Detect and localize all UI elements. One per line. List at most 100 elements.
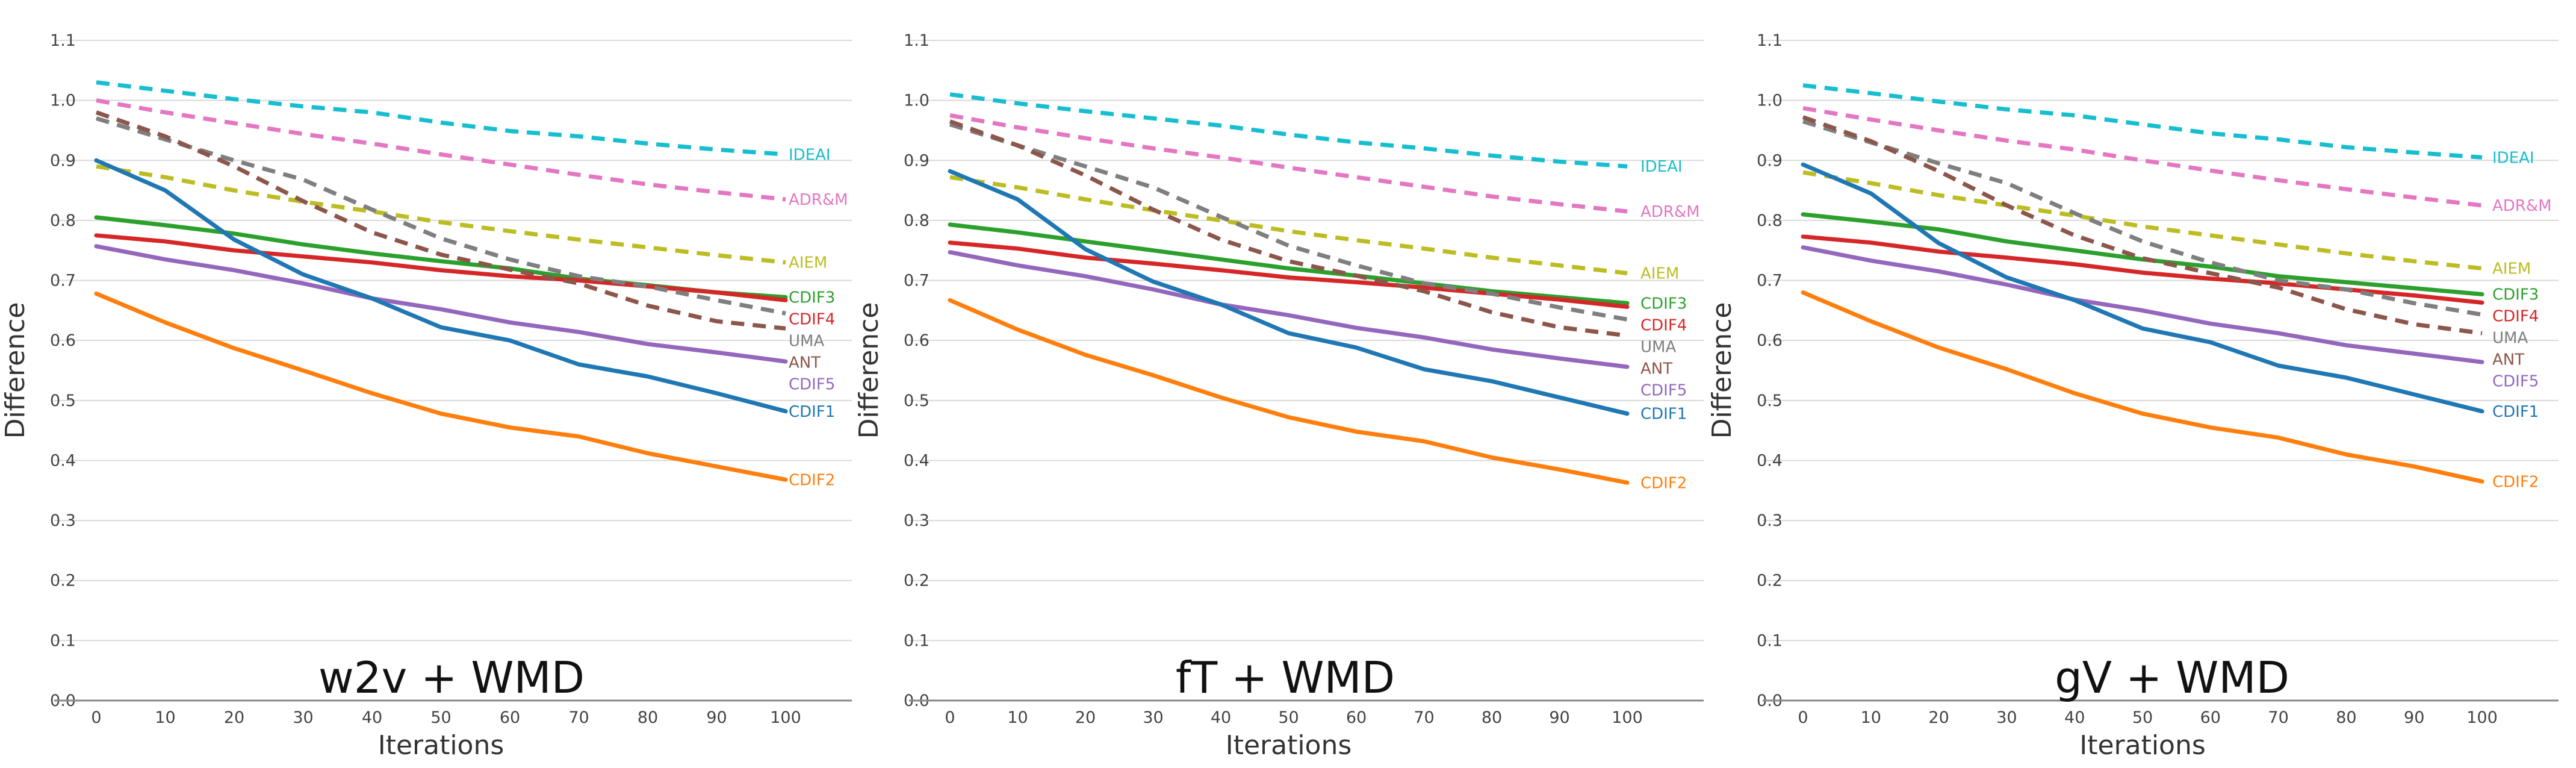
series-line-uma <box>1802 119 2483 317</box>
y-axis-label: Difference <box>1707 302 1737 439</box>
series-label: ADR&M <box>789 191 848 209</box>
x-axis-label: Iterations <box>2079 730 2206 761</box>
y-tick-label: 1.0 <box>50 92 76 110</box>
chart-title: w2v + WMD <box>318 652 585 703</box>
x-tick-label: 100 <box>770 708 801 727</box>
x-tick-label: 20 <box>1075 708 1096 727</box>
series-line-adr-m <box>96 98 786 202</box>
y-tick-label: 0.8 <box>50 211 76 230</box>
series-line-cdif2 <box>948 298 1630 485</box>
x-tick-label: 10 <box>1007 708 1028 727</box>
series-label: CDIF1 <box>2492 403 2539 421</box>
series-label: AIEM <box>789 254 827 272</box>
series-label: ANT <box>789 354 821 372</box>
y-tick-label: 0.2 <box>904 572 930 590</box>
series-label: CDIF1 <box>789 403 835 421</box>
series-label: UMA <box>789 332 824 350</box>
series-label: ANT <box>2492 351 2524 369</box>
y-tick-label: 0.8 <box>1757 211 1783 230</box>
series-line-uma <box>95 116 786 316</box>
series-line-ideai <box>949 92 1628 169</box>
series-label: CDIF4 <box>789 310 835 328</box>
series-label: CDIF5 <box>789 375 835 393</box>
y-tick-label: 0.5 <box>1757 392 1783 410</box>
y-tick-label: 0.8 <box>904 211 930 230</box>
series-line-aiem <box>1802 170 2483 271</box>
y-tick-label: 1.1 <box>1757 31 1783 50</box>
series-line-cdif3 <box>94 215 788 299</box>
series-line-cdif1 <box>948 169 1630 416</box>
series-label: IDEAI <box>789 146 831 164</box>
x-tick-label: 0 <box>1798 708 1808 727</box>
y-tick-label: 0.1 <box>904 631 930 650</box>
series-line-cdif5 <box>948 250 1630 369</box>
x-tick-label: 90 <box>1549 708 1569 727</box>
x-tick-label: 80 <box>2336 708 2356 727</box>
series-line-cdif3 <box>948 222 1630 305</box>
y-tick-label: 0.9 <box>50 151 76 170</box>
x-tick-label: 80 <box>638 708 658 727</box>
y-tick-label: 0.9 <box>1757 151 1783 170</box>
x-tick-label: 40 <box>1211 708 1231 727</box>
series-line-cdif4 <box>1801 234 2484 305</box>
y-tick-label: 0.7 <box>1757 272 1783 290</box>
series-label: CDIF1 <box>1640 405 1687 423</box>
y-tick-label: 1.1 <box>904 31 930 50</box>
series-label: CDIF5 <box>2492 372 2539 390</box>
x-tick-label: 0 <box>91 708 101 727</box>
series-line-adr-m <box>1802 106 2483 208</box>
x-tick-label: 70 <box>568 708 589 727</box>
series-label: CDIF3 <box>1640 295 1687 313</box>
x-tick-label: 90 <box>2404 708 2424 727</box>
series-label: CDIF3 <box>2492 286 2539 304</box>
series-line-ant <box>949 119 1628 338</box>
y-tick-label: 0.1 <box>50 631 76 650</box>
x-tick-label: 70 <box>2268 708 2288 727</box>
series-label: CDIF2 <box>1640 474 1687 492</box>
series-line-aiem <box>949 175 1628 276</box>
x-tick-label: 30 <box>1143 708 1163 727</box>
chart-title: fT + WMD <box>1176 652 1395 703</box>
x-tick-label: 70 <box>1414 708 1434 727</box>
x-tick-label: 40 <box>2064 708 2085 727</box>
series-line-ant <box>95 110 786 331</box>
series-label: CDIF4 <box>2492 307 2539 325</box>
y-tick-label: 0.5 <box>904 392 930 410</box>
series-line-cdif4 <box>94 233 788 302</box>
series-label: IDEAI <box>1640 158 1683 176</box>
series-label: ADR&M <box>1640 203 1700 221</box>
x-tick-label: 100 <box>2466 708 2498 727</box>
series-label: CDIF3 <box>789 289 835 307</box>
y-tick-label: 0.9 <box>904 151 930 170</box>
series-label: CDIF2 <box>2492 473 2539 491</box>
chart-panel-3: 0.00.10.20.30.40.50.60.70.80.91.01.10 10 2… <box>1707 31 2559 761</box>
x-tick-label: 60 <box>1346 708 1367 727</box>
x-tick-label: 60 <box>500 708 520 727</box>
x-tick-label: 10 <box>1861 708 1881 727</box>
series-line-cdif1 <box>1801 162 2484 414</box>
y-tick-label: 0.4 <box>904 451 930 470</box>
series-label: CDIF2 <box>789 471 835 489</box>
x-tick-label: 80 <box>1482 708 1502 727</box>
y-tick-label: 1.1 <box>50 31 76 50</box>
series-line-ideai <box>96 80 786 157</box>
y-tick-label: 1.0 <box>1757 92 1783 110</box>
series-line-cdif5 <box>94 244 788 364</box>
y-tick-label: 0.7 <box>50 272 76 290</box>
y-tick-label: 0.4 <box>50 451 76 470</box>
x-tick-label: 60 <box>2200 708 2221 727</box>
series-label: AIEM <box>2492 260 2531 278</box>
y-tick-label: 0.6 <box>50 331 76 350</box>
x-axis-label: Iterations <box>378 730 504 761</box>
x-tick-label: 20 <box>224 708 244 727</box>
y-tick-label: 1.0 <box>904 92 930 110</box>
series-line-ant <box>1802 115 2483 336</box>
series-line-cdif2 <box>94 292 788 482</box>
chart-title: gV + WMD <box>2055 652 2289 703</box>
series-line-cdif5 <box>1801 245 2484 364</box>
series-label: CDIF5 <box>1640 381 1687 399</box>
x-tick-label: 10 <box>155 708 175 727</box>
series-line-adr-m <box>949 113 1628 214</box>
